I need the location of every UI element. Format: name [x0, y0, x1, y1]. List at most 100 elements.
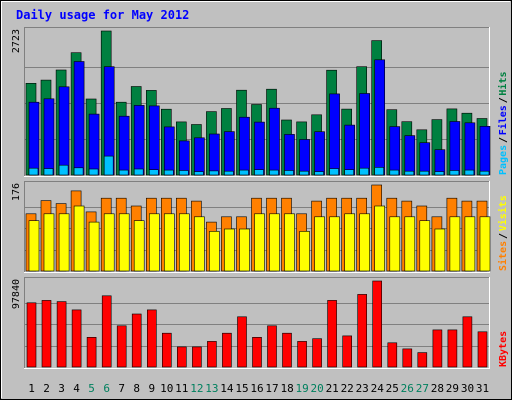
bar-kbytes-kbytes-day-28 [432, 329, 443, 368]
bar-hits-files-day-1 [28, 101, 40, 176]
bar-kbytes-kbytes-day-24 [372, 280, 383, 368]
bar-kbytes-kbytes-day-30 [462, 316, 473, 368]
bar-hits-files-day-7 [118, 115, 130, 176]
bar-visits-sites-day-20 [314, 216, 325, 272]
panel-visits-ymax-label: 176 [11, 183, 22, 201]
bar-kbytes-kbytes-day-21 [327, 300, 337, 368]
x-tick-label-day-12: 12 [190, 382, 203, 395]
bar-visits-sites-day-23 [359, 213, 371, 272]
bar-hits-pages-day-19 [299, 170, 309, 176]
bar-kbytes-kbytes-day-23 [357, 294, 368, 368]
bar-hits-files-day-9 [149, 105, 160, 176]
bar-visits-sites-day-8 [133, 220, 145, 272]
bar-kbytes-kbytes-day-14 [222, 332, 232, 368]
bar-hits-pages-day-28 [434, 171, 445, 176]
bar-visits-sites-day-9 [149, 213, 160, 272]
x-tick-label-day-29: 29 [446, 382, 459, 395]
bar-hits-files-day-23 [359, 93, 371, 176]
bar-hits-files-day-29 [449, 121, 461, 176]
bar-visits-sites-day-22 [344, 213, 356, 272]
bar-visits-sites-day-30 [464, 216, 476, 272]
bar-kbytes-kbytes-day-22 [342, 335, 353, 368]
bar-hits-pages-day-23 [359, 167, 370, 176]
bar-hits-files-day-10 [164, 126, 175, 176]
bar-visits-sites-day-13 [209, 231, 220, 272]
bar-hits-pages-day-27 [419, 170, 430, 176]
bar-kbytes-kbytes-day-5 [86, 336, 97, 368]
legend-visits: Visits [497, 195, 509, 231]
x-tick-label-day-5: 5 [88, 382, 95, 395]
bar-kbytes-kbytes-day-1 [26, 302, 37, 368]
bar-hits-files-day-15 [239, 116, 250, 176]
bar-hits-pages-day-10 [164, 169, 174, 176]
bar-kbytes-kbytes-day-11 [177, 346, 187, 368]
bar-hits-files-day-12 [194, 137, 205, 176]
bar-hits-files-day-13 [209, 133, 220, 176]
bar-hits-pages-day-24 [374, 167, 385, 176]
bar-visits-sites-day-14 [224, 228, 235, 272]
bar-hits-pages-day-13 [209, 170, 219, 176]
bar-hits-files-day-24 [374, 59, 386, 176]
bar-kbytes-kbytes-day-18 [282, 332, 292, 368]
bar-hits-pages-day-5 [88, 168, 99, 176]
bar-hits-files-day-27 [419, 142, 431, 176]
bar-hits-files-day-16 [254, 121, 265, 176]
bar-visits-sites-day-26 [404, 216, 416, 272]
bar-visits-sites-day-25 [389, 216, 401, 272]
x-tick-label-day-24: 24 [371, 382, 385, 395]
x-tick-label-day-9: 9 [148, 382, 155, 395]
bar-hits-pages-day-2 [43, 168, 54, 176]
x-tick-label-day-22: 22 [341, 382, 354, 395]
legend-pages: Pages [498, 145, 509, 175]
bar-kbytes-kbytes-day-2 [41, 300, 52, 368]
panel-kbytes-ymax-label: 97840 [11, 279, 22, 309]
bar-visits-sites-day-18 [284, 213, 295, 272]
bar-kbytes-kbytes-day-10 [162, 332, 172, 368]
legend-kbytes: KBytes [498, 331, 509, 367]
bar-kbytes-kbytes-day-9 [147, 309, 157, 368]
bar-visits-sites-day-2 [43, 213, 55, 272]
bar-hits-files-day-11 [179, 140, 190, 176]
bar-kbytes-kbytes-day-6 [101, 295, 112, 368]
x-tick-label-day-8: 8 [133, 382, 140, 395]
x-tick-label-day-15: 15 [235, 382, 248, 395]
legend-hits: Hits [497, 72, 509, 96]
bar-hits-pages-day-1 [28, 167, 39, 176]
bar-hits-files-day-20 [314, 131, 325, 176]
x-tick-label-day-17: 17 [265, 382, 278, 395]
x-tick-label-day-3: 3 [58, 382, 65, 395]
legend-separator-1: / [498, 137, 509, 143]
panel-visits: 176 Sites / Visits [11, 181, 509, 273]
bar-hits-pages-day-30 [464, 169, 475, 176]
x-tick-label-day-30: 30 [461, 382, 474, 395]
bar-hits-files-day-8 [133, 105, 145, 176]
bar-visits-sites-day-21 [329, 216, 340, 272]
bar-hits-files-day-3 [58, 86, 70, 176]
x-tick-label-day-13: 13 [205, 382, 218, 395]
x-tick-label-day-10: 10 [160, 382, 173, 395]
bar-visits-sites-day-3 [58, 213, 70, 272]
bar-visits-sites-day-11 [179, 213, 190, 272]
bar-hits-pages-day-12 [194, 171, 204, 176]
chart-panels: 2723Pages/Files/Hits176Sites/Visits97840… [11, 27, 509, 369]
x-tick-label-day-27: 27 [416, 382, 429, 395]
bar-visits-sites-day-19 [299, 231, 310, 272]
bar-hits-files-day-2 [43, 98, 55, 176]
bar-kbytes-kbytes-day-20 [312, 338, 322, 368]
bar-kbytes-kbytes-day-4 [71, 309, 82, 368]
x-tick-label-day-14: 14 [220, 382, 234, 395]
bar-kbytes-kbytes-day-29 [447, 329, 458, 368]
bar-hits-pages-day-18 [284, 170, 294, 176]
legend-files: Files [497, 105, 509, 135]
bar-hits-pages-day-3 [58, 164, 69, 176]
bar-visits-sites-day-12 [194, 216, 205, 272]
bar-hits-pages-day-6 [103, 155, 114, 176]
bar-hits-pages-day-8 [133, 168, 144, 176]
bar-hits-files-day-19 [299, 139, 310, 176]
bar-visits-sites-day-17 [269, 213, 280, 272]
x-tick-label-day-2: 2 [43, 382, 50, 395]
chart-title: Daily usage for May 2012 [16, 8, 189, 22]
x-axis-ticks: 1 2 3 4 5 6 7 8 9 10 11 12 13 14 15 16 17 18 19 20 21 22 23 24 2… [28, 382, 489, 395]
x-tick-label-day-18: 18 [280, 382, 293, 395]
